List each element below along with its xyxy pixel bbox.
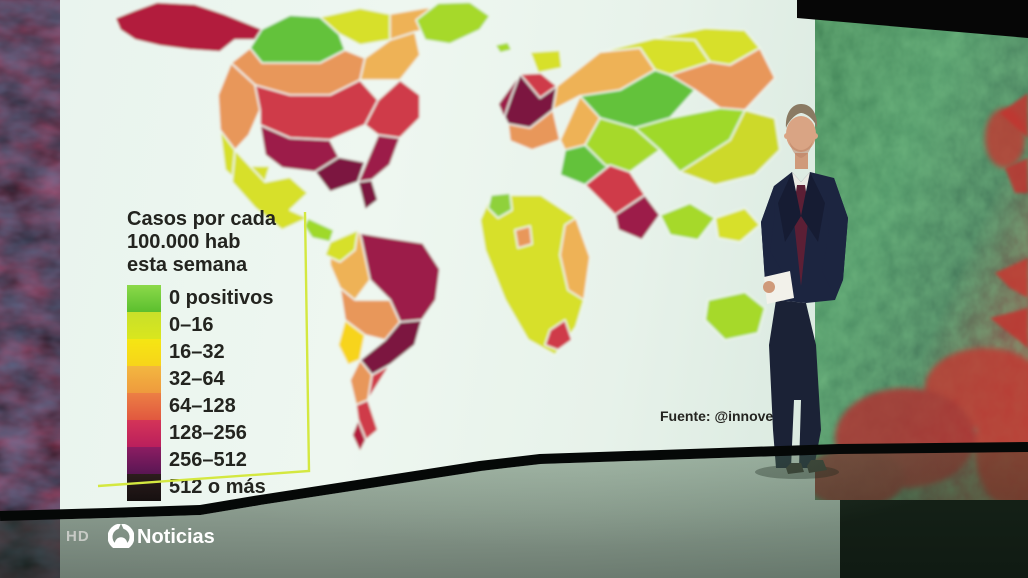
svg-text:Noticias: Noticias [137, 526, 215, 548]
svg-text:HD: HD [66, 528, 90, 545]
